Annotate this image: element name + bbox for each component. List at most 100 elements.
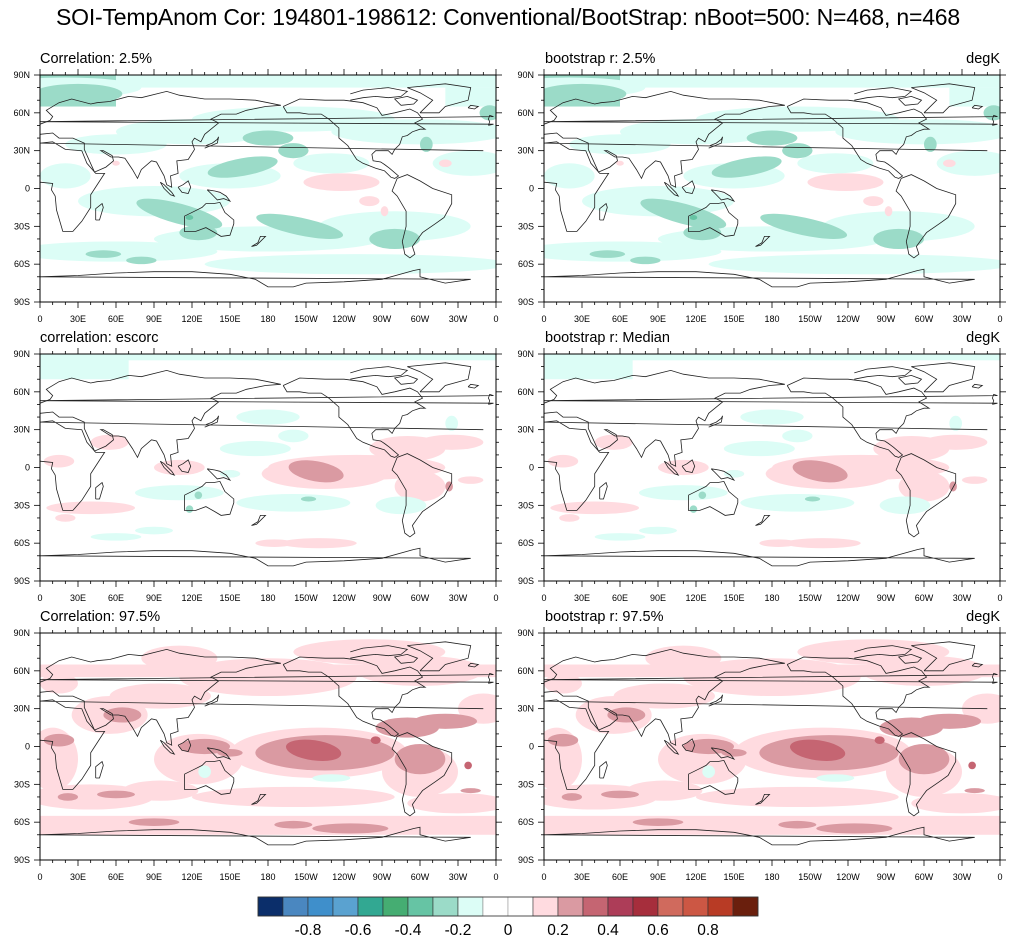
coastline (40, 420, 484, 511)
contour-band (544, 75, 1000, 88)
x-tick-label: 60W (915, 593, 934, 603)
contour-region (43, 733, 75, 747)
coastline (40, 141, 484, 232)
coastline (544, 648, 785, 683)
coastline (897, 95, 923, 106)
y-tick-label: 60N (517, 387, 534, 397)
map-panel-bottom-left: 0 30E 60E 90E 120E 150E 180 150W 120W 90W 60W 30W 09… (13, 627, 502, 882)
x-tick-label: 60E (108, 314, 124, 324)
x-tick-label: 90W (877, 314, 896, 324)
coastline (544, 90, 785, 125)
y-tick-label: 30N (13, 146, 30, 156)
contour-fill (544, 354, 1000, 581)
y-tick-label: 90N (13, 349, 30, 359)
coastline (206, 747, 232, 761)
colorbar-label: -0.2 (445, 922, 472, 939)
contour-region (179, 738, 231, 755)
coastline (544, 383, 785, 467)
contour-region (185, 214, 194, 221)
contour-region (544, 163, 595, 189)
coastline (282, 98, 427, 179)
colorbar-box (457, 896, 484, 917)
contour-region (293, 153, 370, 174)
x-tick-label: 90W (877, 872, 896, 882)
contour-region (835, 119, 1000, 145)
colorbar: -0.8 -0.6 -0.4 -0.2 0 0.2 0.4 0.6 0.8 (257, 896, 759, 939)
contour-region (285, 739, 342, 762)
contour-region (547, 454, 579, 468)
y-tick-label: 90N (517, 70, 534, 80)
coastline (854, 645, 913, 659)
units-middle-right: degK (966, 330, 1000, 346)
colorbar-box (357, 896, 384, 917)
y-tick-label: 30S (518, 221, 534, 231)
contour-region (696, 786, 899, 808)
contour-region (807, 173, 884, 192)
coastline (544, 420, 988, 511)
contour-region (607, 707, 646, 723)
contour-region (789, 739, 846, 762)
contour-region (219, 470, 241, 478)
x-tick-label: 90E (146, 314, 162, 324)
x-tick-label: 120E (181, 593, 202, 603)
contour-region (207, 156, 278, 178)
contour-region (723, 470, 745, 478)
x-tick-label: 150E (219, 593, 240, 603)
contour-region (689, 505, 698, 513)
x-tick-label: 30W (449, 872, 468, 882)
contour-region (683, 225, 722, 241)
y-tick-label: 30S (14, 500, 30, 510)
x-tick-label: 120E (181, 314, 202, 324)
coastline (544, 268, 975, 288)
contour-region (924, 434, 988, 450)
contour-region (136, 198, 223, 229)
contour-region (420, 434, 484, 450)
x-tick-label: 30E (574, 593, 590, 603)
x-tick-label: 0 (541, 314, 546, 324)
coastline (40, 547, 471, 567)
coastline (95, 760, 104, 779)
x-tick-label: 60W (915, 314, 934, 324)
coastline (467, 383, 480, 389)
contour-region (278, 429, 309, 443)
contour-fill (40, 354, 496, 581)
x-tick-label: 90E (650, 314, 666, 324)
contour-region (40, 241, 218, 262)
contour-region (278, 143, 309, 159)
contour-region (407, 793, 496, 814)
x-tick-label: 180 (764, 872, 779, 882)
contour-region (784, 538, 861, 549)
y-tick-label: 0 (529, 742, 534, 752)
contour-fill (544, 75, 1000, 302)
coastline (544, 672, 998, 684)
x-tick-label: 30W (449, 314, 468, 324)
y-tick-label: 90S (14, 576, 30, 586)
x-tick-label: 150E (723, 314, 744, 324)
contour-region (236, 409, 300, 425)
contour-region (141, 645, 218, 671)
x-tick-label: 180 (764, 314, 779, 324)
contour-band (949, 87, 1000, 107)
coastline (251, 235, 267, 247)
coastline (755, 235, 771, 247)
panel-title-bottom-right: bootstrap r: 97.5% (545, 609, 664, 625)
y-tick-label: 0 (25, 742, 30, 752)
contour-region (185, 505, 194, 513)
contour-band (40, 815, 496, 835)
y-tick-label: 60S (14, 538, 30, 548)
x-tick-label: 60W (411, 593, 430, 603)
coastline (599, 760, 608, 779)
coastline (544, 547, 975, 567)
contour-band (40, 356, 129, 380)
y-tick-label: 0 (529, 463, 534, 473)
coastline (350, 366, 409, 380)
colorbar-box (682, 896, 709, 917)
contour-region (394, 471, 446, 502)
y-tick-label: 30N (13, 425, 30, 435)
coastline (786, 656, 931, 737)
contour-region (318, 211, 471, 242)
contour-region (242, 130, 294, 146)
coastline (393, 374, 419, 385)
x-tick-label: 180 (260, 872, 275, 882)
